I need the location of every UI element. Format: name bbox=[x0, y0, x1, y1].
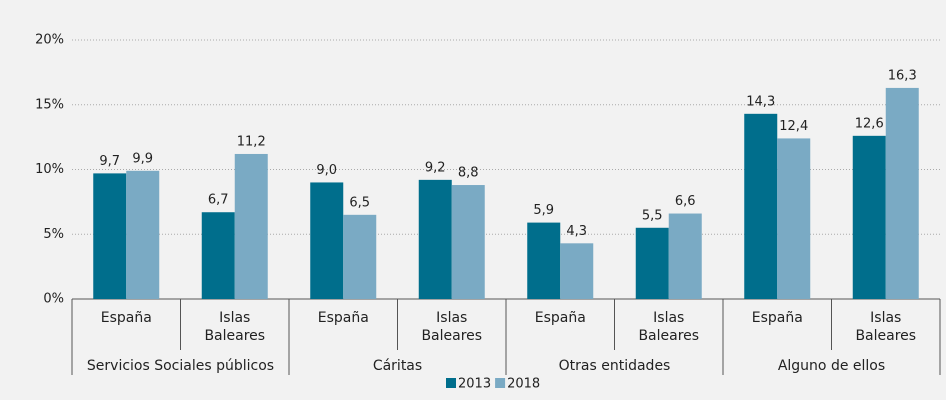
group-label: Servicios Sociales públicos bbox=[87, 358, 274, 374]
legend-swatch bbox=[495, 378, 506, 388]
legend-swatch bbox=[446, 378, 456, 388]
bar bbox=[885, 87, 919, 299]
bar bbox=[635, 227, 669, 299]
y-tick-label: 20% bbox=[35, 33, 64, 48]
bar bbox=[418, 179, 452, 299]
value-label: 11,2 bbox=[237, 134, 266, 149]
value-label: 8,8 bbox=[458, 166, 479, 181]
bar bbox=[310, 182, 344, 299]
bar bbox=[668, 213, 702, 299]
value-label: 6,5 bbox=[349, 195, 370, 210]
legend-label: 2018 bbox=[507, 377, 540, 392]
value-label: 9,2 bbox=[425, 160, 446, 175]
value-label: 14,3 bbox=[746, 94, 775, 109]
value-label: 5,9 bbox=[533, 203, 554, 218]
bar bbox=[451, 185, 485, 299]
bar bbox=[126, 170, 160, 299]
x-tick-label: España bbox=[317, 310, 369, 326]
bar bbox=[201, 212, 235, 299]
y-tick-label: 0% bbox=[43, 292, 64, 307]
group-label: Alguno de ellos bbox=[778, 358, 885, 374]
x-tick-label: Islas Baleares bbox=[204, 310, 266, 344]
value-label: 6,6 bbox=[675, 194, 696, 209]
value-label: 12,6 bbox=[855, 116, 884, 131]
y-tick-label: 10% bbox=[35, 162, 64, 177]
bar bbox=[234, 153, 268, 299]
group-label: Cáritas bbox=[373, 358, 422, 374]
legend-label: 2013 bbox=[458, 377, 491, 392]
x-tick-label: España bbox=[751, 310, 803, 326]
value-label: 9,9 bbox=[132, 151, 153, 166]
bar bbox=[527, 222, 561, 299]
y-tick-label: 15% bbox=[35, 97, 64, 112]
value-label: 6,7 bbox=[208, 193, 229, 208]
group-label: Otras entidades bbox=[559, 358, 671, 374]
x-tick-label: España bbox=[100, 310, 152, 326]
value-label: 9,7 bbox=[99, 154, 120, 169]
bar bbox=[560, 243, 594, 299]
x-tick-label: España bbox=[534, 310, 586, 326]
bar bbox=[777, 138, 811, 299]
x-tick-label: Islas Baleares bbox=[421, 310, 483, 344]
value-label: 4,3 bbox=[566, 224, 587, 239]
value-label: 12,4 bbox=[779, 119, 808, 134]
bar bbox=[744, 113, 778, 299]
y-tick-label: 5% bbox=[43, 227, 64, 242]
bar bbox=[93, 173, 127, 299]
value-label: 5,5 bbox=[642, 208, 663, 223]
value-label: 9,0 bbox=[316, 163, 337, 178]
x-tick-label: Islas Baleares bbox=[855, 310, 917, 344]
value-label: 16,3 bbox=[888, 68, 917, 83]
bar bbox=[343, 214, 377, 299]
bar bbox=[852, 135, 886, 299]
x-tick-label: Islas Baleares bbox=[638, 310, 700, 344]
